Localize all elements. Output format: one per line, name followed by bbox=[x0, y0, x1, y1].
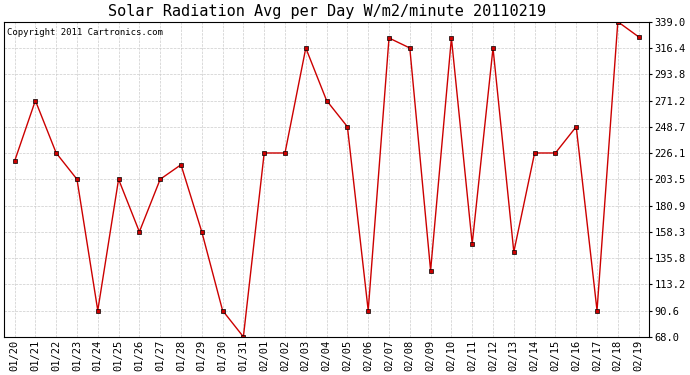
Text: Copyright 2011 Cartronics.com: Copyright 2011 Cartronics.com bbox=[8, 28, 164, 37]
Title: Solar Radiation Avg per Day W/m2/minute 20110219: Solar Radiation Avg per Day W/m2/minute … bbox=[108, 4, 546, 19]
